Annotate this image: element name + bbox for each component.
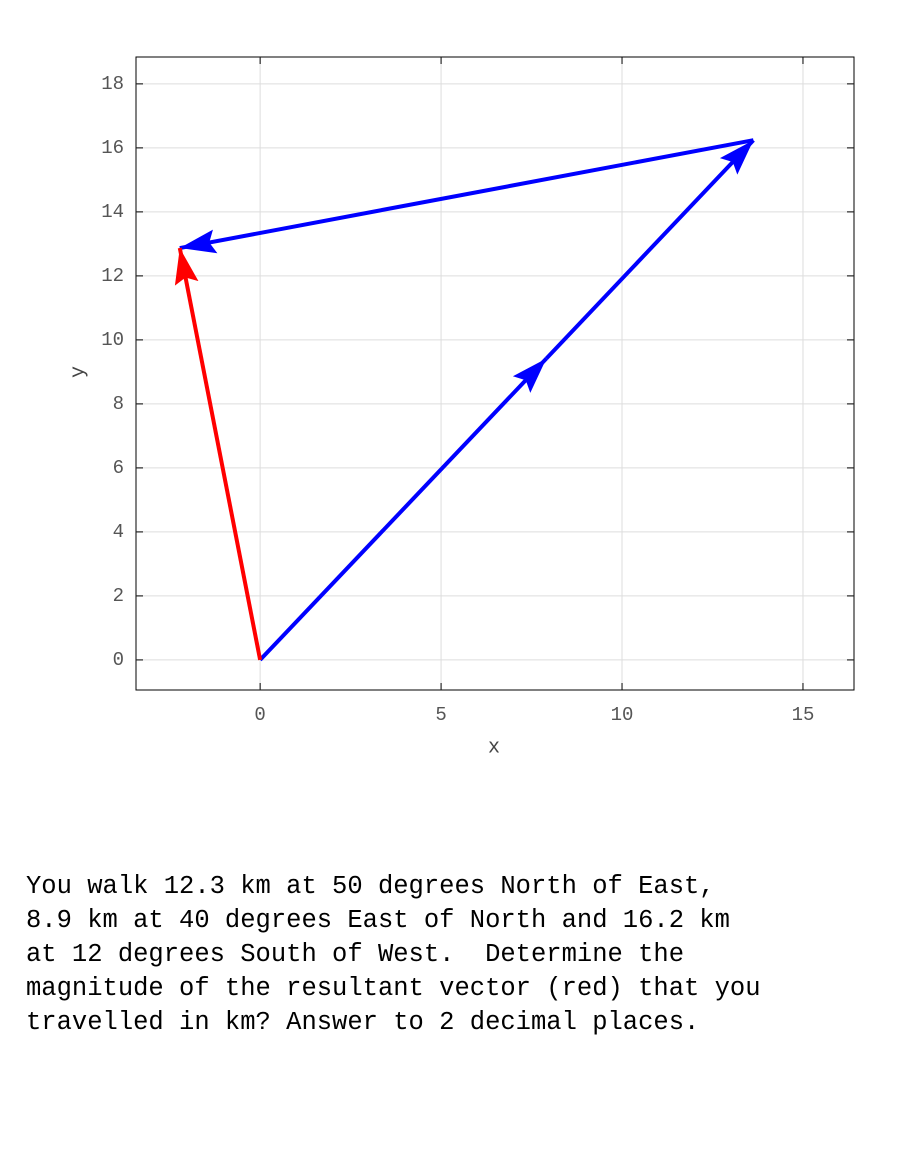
y-tick-label: 16	[101, 137, 124, 159]
x-axis-label: x	[488, 736, 500, 759]
x-tick-label: 10	[611, 704, 634, 726]
question-line: travelled in km? Answer to 2 decimal pla…	[26, 1008, 700, 1037]
question-line: You walk 12.3 km at 50 degrees North of …	[26, 872, 715, 901]
y-tick-label: 8	[113, 393, 124, 415]
question-line: magnitude of the resultant vector (red) …	[26, 974, 761, 1003]
vector	[544, 138, 755, 360]
vector	[258, 357, 548, 662]
y-tick-label: 6	[113, 457, 124, 479]
chart: x y 0 5 10 15 0 2 4 6 8 10 12 14 16 18	[67, 56, 855, 759]
vector	[174, 247, 263, 661]
y-tick-label: 4	[113, 521, 124, 543]
question-text: You walk 12.3 km at 50 degrees North of …	[26, 870, 761, 1040]
vector	[179, 138, 754, 254]
x-tick-label: 5	[435, 704, 446, 726]
y-tick-label: 12	[101, 265, 124, 287]
y-tick-label: 14	[101, 201, 124, 223]
question-line: at 12 degrees South of West. Determine t…	[26, 940, 685, 969]
x-tick-label: 0	[254, 704, 265, 726]
y-axis-label: y	[67, 366, 90, 378]
y-tick-label: 2	[113, 585, 124, 607]
plot-frame	[135, 56, 855, 691]
x-tick-label: 15	[792, 704, 815, 726]
y-tick-label: 18	[101, 73, 124, 95]
question-line: 8.9 km at 40 degrees East of North and 1…	[26, 906, 730, 935]
y-tick-label: 10	[101, 329, 124, 351]
y-tick-label: 0	[113, 649, 124, 671]
